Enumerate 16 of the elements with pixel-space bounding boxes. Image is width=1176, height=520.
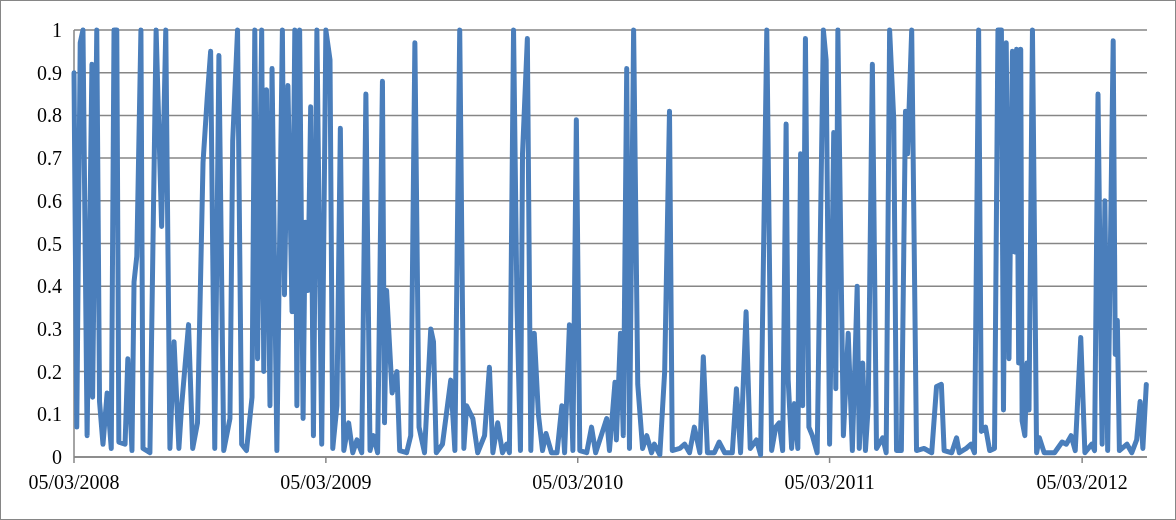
- y-tick-label: 0.4: [37, 275, 62, 298]
- x-tick-label: 05/03/2010: [532, 471, 624, 493]
- x-tick-label: 05/03/2008: [28, 471, 120, 493]
- y-tick-label: 0.6: [37, 189, 62, 212]
- y-tick-label: 0.3: [37, 317, 62, 340]
- y-tick-label: 1: [52, 19, 62, 41]
- y-tick-label: 0.9: [37, 61, 62, 84]
- y-tick-label: 0.1: [37, 403, 62, 426]
- y-tick-label: 0: [52, 446, 62, 468]
- y-tick-label: 0.7: [37, 147, 62, 170]
- x-tick-label: 05/03/2012: [1036, 471, 1128, 493]
- x-tick-label: 05/03/2011: [784, 471, 875, 493]
- y-tick-label: 0.8: [37, 104, 62, 127]
- y-tick-label: 0.2: [37, 360, 62, 383]
- x-tick-label: 05/03/2009: [280, 471, 372, 493]
- y-tick-label: 0.5: [37, 232, 62, 255]
